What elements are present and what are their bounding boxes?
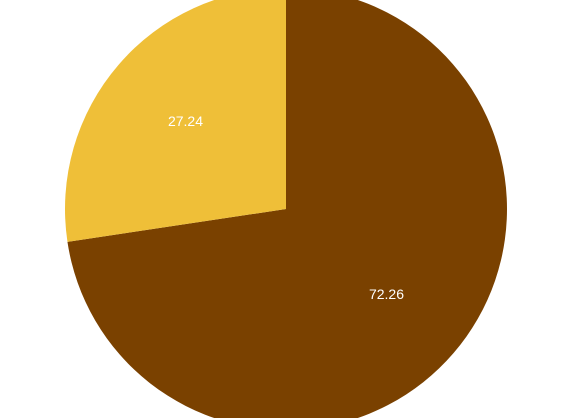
pie-slice-label-0: 72.26 [369, 286, 404, 302]
pie-slice-0 [67, 0, 507, 418]
slices-group [65, 0, 507, 418]
pie-slice-1 [65, 0, 286, 242]
pie-slice-label-1: 27.24 [168, 113, 203, 129]
labels-group: 72.26 27.24 [168, 113, 404, 302]
